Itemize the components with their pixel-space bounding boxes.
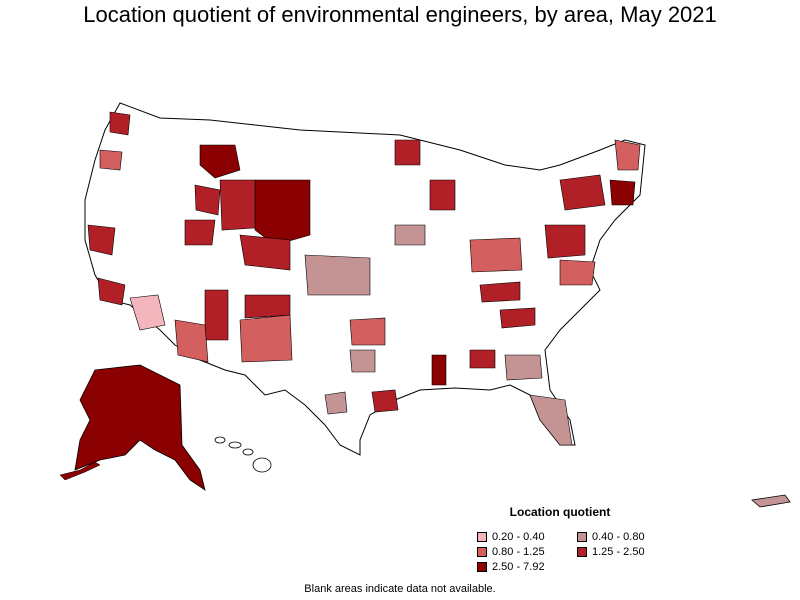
hawaii — [214, 436, 272, 473]
legend-swatch-3 — [477, 547, 487, 557]
region-texas-houston — [371, 389, 399, 413]
region-utah — [184, 219, 216, 246]
region-california-bay — [87, 224, 116, 256]
colored-regions — [87, 111, 641, 446]
legend-label-3: 0.80 - 1.25 — [492, 546, 545, 558]
legend-label-4: 1.25 - 2.50 — [592, 546, 645, 558]
region-texas-central — [324, 391, 348, 415]
region-wyoming-east — [254, 179, 311, 246]
alaska-aleutians — [59, 461, 101, 481]
region-oklahoma-east — [349, 317, 386, 346]
region-arizona-east — [204, 289, 229, 341]
region-northeast-2 — [609, 179, 636, 206]
region-oregon — [99, 149, 123, 171]
region-mississippi — [431, 354, 447, 386]
legend-swatch-4 — [577, 547, 587, 557]
region-virginia — [559, 259, 596, 286]
region-colorado-north — [239, 234, 291, 271]
region-idaho — [194, 184, 221, 216]
region-new-mexico-north — [244, 294, 291, 319]
region-mid-atlantic — [544, 224, 586, 259]
legend-swatch-2 — [577, 532, 587, 542]
region-arkansas — [349, 349, 376, 373]
legend-item-2: 0.40 - 0.80 — [577, 531, 645, 543]
footnote: Blank areas indicate data not available. — [304, 583, 496, 595]
region-wyoming-west — [219, 179, 256, 231]
region-iowa — [394, 224, 426, 246]
region-michigan — [429, 179, 456, 211]
region-washington-west — [109, 111, 131, 136]
legend-item-3: 0.80 - 1.25 — [477, 546, 545, 558]
region-california-south — [97, 277, 126, 306]
legend-label-1: 0.20 - 0.40 — [492, 531, 545, 543]
legend-item-1: 0.20 - 0.40 — [477, 531, 545, 543]
region-tennessee — [499, 307, 536, 329]
region-montana-west — [199, 144, 241, 179]
region-alabama — [469, 349, 496, 369]
map-title: Location quotient of environmental engin… — [83, 2, 717, 27]
region-northeast-1 — [559, 174, 606, 211]
region-kentucky — [479, 281, 521, 303]
region-maine — [614, 139, 641, 171]
region-florida — [529, 394, 573, 446]
puerto-rico — [751, 494, 791, 508]
legend-swatch-1 — [477, 532, 487, 542]
region-new-mexico — [239, 314, 293, 363]
legend-swatch-5 — [477, 562, 487, 572]
legend-title: Location quotient — [509, 505, 611, 519]
legend-label-5: 2.50 - 7.92 — [492, 561, 545, 573]
region-kansas — [304, 254, 371, 296]
region-arizona-low — [129, 294, 166, 331]
alaska — [74, 364, 206, 491]
region-arizona-south — [174, 319, 209, 363]
legend-item-5: 2.50 - 7.92 — [477, 561, 545, 573]
region-georgia — [504, 354, 543, 381]
region-minnesota — [394, 139, 421, 166]
legend-item-4: 1.25 - 2.50 — [577, 546, 645, 558]
region-ohio-valley — [469, 237, 523, 273]
legend-label-2: 0.40 - 0.80 — [592, 531, 645, 543]
